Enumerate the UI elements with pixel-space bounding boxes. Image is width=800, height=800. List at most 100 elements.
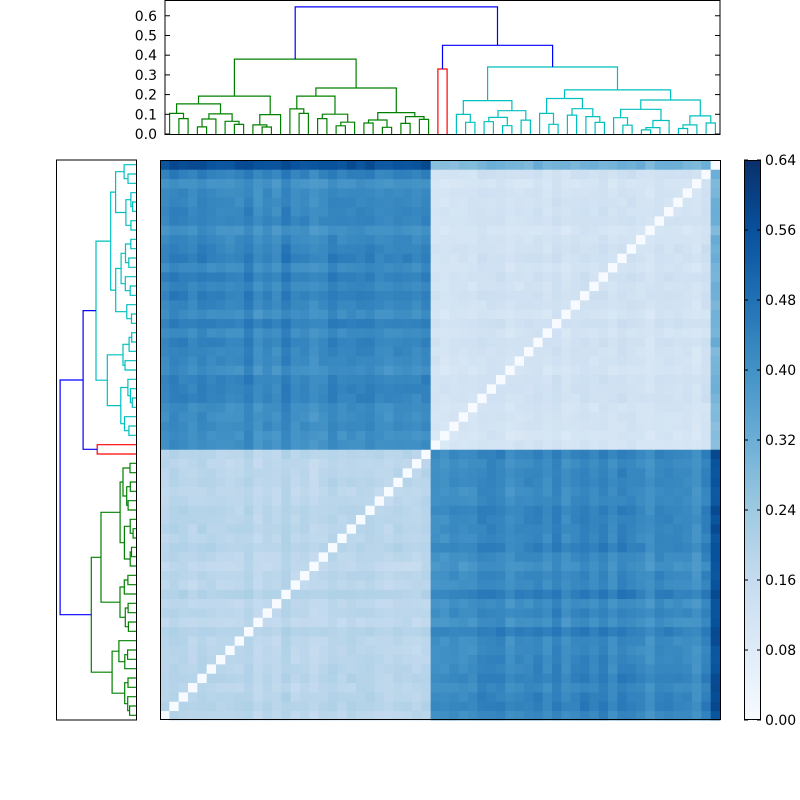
top-dendrogram-link <box>620 108 662 121</box>
heatmap-cell <box>580 617 590 628</box>
heatmap-cell <box>216 365 226 376</box>
heatmap-cell <box>225 206 236 217</box>
heatmap-cell <box>356 645 366 656</box>
heatmap-cell <box>608 524 618 534</box>
heatmap-cell <box>309 253 320 264</box>
heatmap-cell <box>533 253 544 264</box>
heatmap-cell <box>589 309 600 320</box>
heatmap-cell <box>626 682 637 693</box>
heatmap-cell <box>393 477 404 488</box>
heatmap-cell <box>598 206 609 217</box>
heatmap-cell <box>412 365 422 376</box>
heatmap-cell <box>346 449 357 460</box>
heatmap-cell <box>608 468 618 478</box>
heatmap-cell <box>253 225 264 236</box>
heatmap-cell <box>178 365 189 376</box>
heatmap-cell <box>253 692 264 702</box>
heatmap-cell <box>533 328 544 338</box>
heatmap-cell <box>458 580 469 590</box>
heatmap-cell <box>393 318 404 329</box>
heatmap-cell <box>645 701 656 712</box>
heatmap-cell <box>430 542 441 553</box>
heatmap-cell <box>225 682 236 693</box>
heatmap-cell <box>496 412 506 422</box>
heatmap-cell <box>440 234 450 245</box>
heatmap-cell <box>673 374 684 385</box>
heatmap-cell <box>682 645 693 656</box>
heatmap-cell <box>272 346 282 357</box>
heatmap-cell <box>206 356 217 366</box>
heatmap-cell <box>402 570 413 581</box>
heatmap-cell <box>281 262 292 273</box>
heatmap-cell <box>636 169 646 180</box>
heatmap-cell <box>412 328 422 338</box>
heatmap-cell <box>337 580 348 590</box>
heatmap-cell <box>244 169 254 180</box>
heatmap-cell <box>272 710 282 721</box>
heatmap-cell <box>664 654 674 665</box>
heatmap-cell <box>580 290 590 301</box>
top-dendrogram-link <box>315 87 397 113</box>
heatmap-cell <box>188 608 198 618</box>
heatmap-cell <box>561 318 572 329</box>
heatmap-cell <box>608 682 618 693</box>
heatmap-cell <box>178 188 189 198</box>
heatmap-cell <box>197 412 208 422</box>
heatmap-cell <box>393 169 404 180</box>
heatmap-cell <box>300 393 310 404</box>
heatmap-cell <box>393 384 404 394</box>
heatmap-cell <box>337 412 348 422</box>
heatmap-cell <box>645 542 656 553</box>
heatmap-cell <box>664 262 674 273</box>
heatmap-cell <box>346 552 357 562</box>
heatmap-cell <box>496 374 506 385</box>
heatmap-cell <box>225 626 236 637</box>
heatmap-cell <box>206 514 217 525</box>
heatmap-cell <box>178 617 189 628</box>
heatmap-cell <box>496 300 506 310</box>
heatmap-cell <box>570 645 581 656</box>
heatmap-cell <box>580 552 590 562</box>
heatmap-cell <box>505 384 516 394</box>
heatmap-cell <box>234 692 245 702</box>
heatmap-cell <box>309 580 320 590</box>
heatmap-cell <box>505 356 516 366</box>
heatmap-cell <box>337 552 348 562</box>
heatmap-cell <box>617 524 628 534</box>
heatmap-cell <box>365 542 376 553</box>
heatmap-cell <box>356 225 366 236</box>
heatmap-cell <box>356 272 366 282</box>
heatmap-cell <box>589 598 600 609</box>
heatmap-cell <box>318 486 329 497</box>
heatmap-cell <box>440 664 450 674</box>
heatmap-cell <box>552 309 562 320</box>
heatmap-cell <box>244 458 254 469</box>
heatmap-cell <box>514 654 525 665</box>
heatmap-cell <box>449 598 460 609</box>
heatmap-cell <box>216 290 226 301</box>
heatmap-cell <box>206 272 217 282</box>
heatmap-cell <box>384 290 394 301</box>
heatmap-cell <box>458 654 469 665</box>
heatmap-cell <box>486 234 497 245</box>
heatmap-cell <box>552 337 562 348</box>
heatmap-cell <box>328 552 338 562</box>
heatmap-cell <box>272 701 282 712</box>
heatmap-cell <box>346 617 357 628</box>
heatmap-cell <box>514 206 525 217</box>
heatmap-cell <box>356 384 366 394</box>
heatmap-cell <box>402 626 413 637</box>
heatmap-cell <box>262 225 273 236</box>
heatmap-cell <box>430 589 441 600</box>
heatmap-cell <box>542 701 553 712</box>
heatmap-cell <box>617 188 628 198</box>
heatmap-cell <box>244 477 254 488</box>
heatmap-cell <box>337 216 348 226</box>
heatmap-cell <box>477 449 488 460</box>
heatmap-cell <box>234 440 245 450</box>
heatmap-cell <box>328 570 338 581</box>
heatmap-cell <box>197 206 208 217</box>
heatmap-cell <box>290 608 301 618</box>
heatmap-cell <box>552 701 562 712</box>
heatmap-cell <box>300 216 310 226</box>
